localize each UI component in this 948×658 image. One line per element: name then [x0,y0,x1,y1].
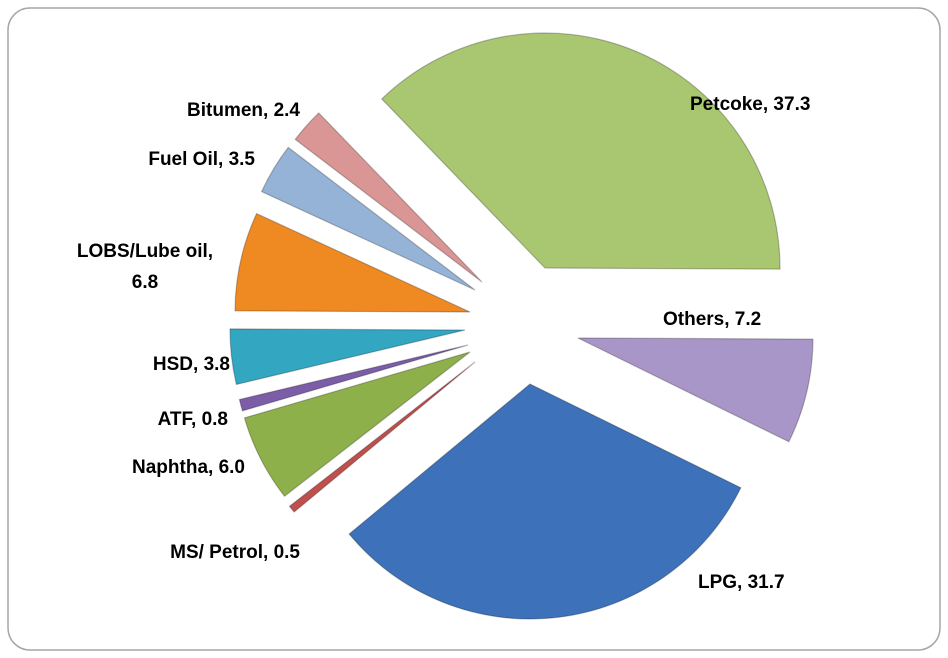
pie-slice [238,344,469,412]
pie-slice [234,212,471,313]
slice-label: LOBS/Lube oil, 6.8 [76,241,214,293]
slice-label: Naphtha, 6.0 [132,457,245,478]
pie-slice [348,383,742,620]
pie-slice [380,32,781,270]
slice-label: ATF, 0.8 [158,409,228,430]
slice-label: HSD, 3.8 [153,354,230,375]
pie-slice [577,337,814,443]
slice-label: MS/ Petrol, 0.5 [170,542,300,563]
pie-slice [243,351,471,498]
pie-slice [260,146,476,291]
slice-label-box: LOBS/Lube oil, 6.8 [76,241,214,293]
slice-label: Petcoke, 37.3 [690,94,810,115]
slice-label: Bitumen, 2.4 [187,100,300,121]
slice-label: Others, 7.2 [663,309,761,330]
slice-label: Fuel Oil, 3.5 [148,149,255,170]
pie-slice [288,361,476,513]
pie-slice [229,328,466,386]
pie-slice [294,112,483,283]
slice-label: LPG, 31.7 [698,572,785,593]
